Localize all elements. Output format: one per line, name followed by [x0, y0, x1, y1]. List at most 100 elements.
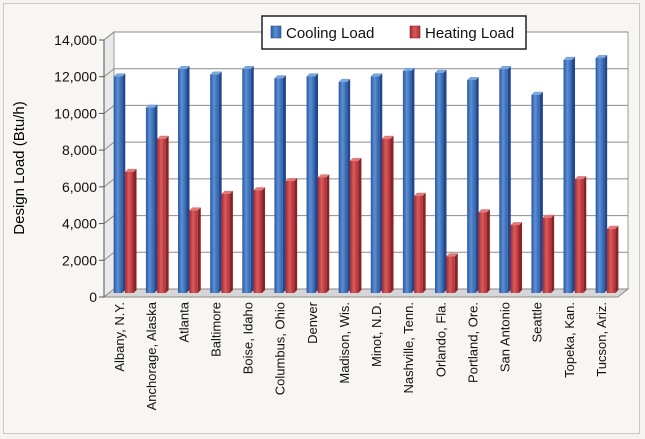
bar-side — [443, 69, 447, 293]
bar-front — [178, 69, 187, 294]
x-tick-label: Albany, N.Y. — [112, 302, 127, 372]
bar-front — [189, 210, 198, 293]
bar-front — [274, 78, 283, 293]
bar-front — [338, 81, 348, 294]
plot-side-wall — [103, 30, 115, 299]
bar-top — [113, 73, 126, 77]
bar-cooling — [563, 56, 576, 293]
bar-heating — [253, 187, 266, 293]
bar-front — [317, 177, 327, 293]
bar-top — [274, 75, 286, 79]
bar-cooling — [113, 73, 126, 293]
gridline-side — [103, 141, 115, 151]
bar-front — [370, 76, 380, 293]
bar-top — [446, 253, 458, 257]
bar-front — [563, 59, 573, 293]
bar-heating — [189, 207, 201, 293]
bar-side — [572, 56, 576, 293]
bar-side — [282, 75, 286, 293]
bar-top — [349, 157, 362, 161]
bar-front — [467, 80, 476, 293]
bar-heating — [414, 192, 426, 293]
bar-heating — [446, 253, 458, 293]
x-tick-label: San Antonio — [498, 302, 513, 372]
bar-side — [358, 157, 362, 293]
y-axis-label: Design Load (Btu/h) — [11, 101, 28, 234]
bar-side — [294, 178, 298, 293]
bar-side — [326, 174, 330, 293]
bar-side — [615, 225, 619, 293]
bar-top — [574, 176, 587, 180]
bar-front — [531, 94, 540, 293]
bar-top — [210, 71, 222, 75]
bar-cooling — [274, 75, 286, 293]
bar-front — [145, 107, 155, 293]
bar-front — [446, 256, 455, 293]
bar-cooling — [242, 66, 254, 294]
y-tick-label: 6,000 — [62, 179, 97, 195]
gridline-side — [103, 178, 115, 188]
bar-front — [542, 217, 552, 293]
gridline-side — [103, 215, 115, 224]
bar-side — [250, 66, 254, 294]
x-tick-label: Anchorage, Alaska — [144, 301, 159, 410]
legend: Cooling Load Heating Load — [261, 15, 527, 50]
bar-top — [563, 56, 576, 60]
y-tick-label: 10,000 — [54, 105, 97, 121]
bar-top — [125, 168, 137, 172]
bar-top — [595, 55, 608, 59]
bar-front — [125, 171, 134, 293]
bar-front — [285, 181, 295, 293]
bar-top — [157, 135, 169, 139]
plot-floor — [102, 288, 630, 298]
bar-heating — [478, 209, 490, 293]
y-tick-label: 14,000 — [54, 32, 97, 48]
bar-top — [478, 209, 490, 213]
bar-cooling — [306, 73, 319, 293]
bar-side — [422, 192, 426, 293]
bar-top — [285, 178, 298, 182]
gridline-side — [103, 251, 115, 261]
bar-side — [197, 207, 201, 293]
bar-front — [402, 70, 412, 293]
bar-cooling — [595, 55, 608, 294]
y-tick-label: 2,000 — [62, 252, 97, 268]
bar-cooling — [145, 104, 158, 293]
bar-top — [306, 73, 319, 77]
gridline-side — [103, 31, 115, 41]
x-tick-label: Baltimore — [208, 302, 223, 357]
bar-front — [574, 179, 584, 293]
bar-top — [338, 78, 351, 82]
bar-cooling — [338, 78, 351, 294]
bar-cooling — [402, 67, 415, 293]
bar-cooling — [499, 66, 511, 294]
bar-side — [186, 66, 190, 294]
bar-heating — [606, 225, 619, 293]
legend-swatch-cooling — [270, 25, 282, 39]
bar-top — [317, 174, 330, 178]
bar-heating — [574, 176, 587, 293]
bar-front — [414, 195, 423, 293]
bar-front — [210, 74, 219, 293]
bar-top — [414, 192, 426, 196]
x-tick-label: Atlanta — [176, 301, 191, 342]
bar-top — [178, 66, 190, 70]
bar-side — [486, 209, 490, 293]
x-tick-label: Columbus, Ohio — [273, 302, 288, 395]
bar-heating — [510, 222, 523, 293]
bar-front — [221, 193, 230, 293]
x-tick-label: Portland, Ore. — [465, 302, 480, 383]
bar-cooling — [178, 66, 190, 294]
bar-side — [475, 77, 479, 293]
bar-front — [510, 225, 520, 293]
bar-top — [510, 222, 523, 226]
bar-heating — [349, 157, 362, 293]
x-tick-label: Denver — [305, 301, 320, 344]
bar-front — [478, 212, 487, 293]
bar-top — [531, 91, 543, 95]
bar-side — [507, 66, 511, 294]
bar-cooling — [435, 69, 447, 293]
y-tick-label: 4,000 — [62, 216, 97, 232]
legend-box — [261, 15, 527, 50]
